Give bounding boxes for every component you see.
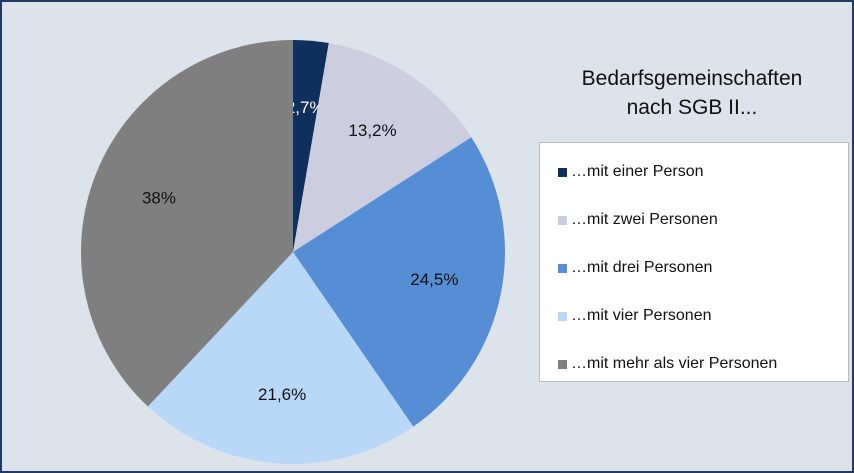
- legend-key: [558, 359, 567, 369]
- legend-label: …mit zwei Personen: [571, 211, 718, 228]
- legend-key: [558, 311, 567, 321]
- data-label: 13,2%: [348, 121, 396, 140]
- data-label: 24,5%: [410, 270, 458, 289]
- legend-entry: …mit zwei Personen: [558, 211, 718, 229]
- legend-label: …mit mehr als vier Personen: [571, 355, 778, 372]
- pie-slice: [293, 137, 505, 427]
- data-label: 38%: [142, 188, 176, 207]
- pie-slice: [293, 40, 329, 252]
- pie-slice: [147, 252, 414, 464]
- legend-label: …mit drei Personen: [571, 259, 713, 276]
- data-label: 21,6%: [258, 385, 306, 404]
- chart-title: Bedarfsgemeinschaften nach SGB II...: [581, 67, 803, 119]
- legend-label: …mit einer Person: [571, 163, 704, 180]
- pie-slice: [293, 43, 472, 252]
- legend: …mit einer Person …mit zwei Personen …mit …: [539, 142, 849, 382]
- legend-key: [558, 263, 567, 273]
- pie-slice: [81, 40, 294, 407]
- legend-entry: …mit mehr als vier Personen: [558, 355, 777, 373]
- legend-entry: …mit einer Person: [558, 163, 704, 181]
- legend-key: [558, 167, 567, 177]
- legend-key: [558, 215, 567, 225]
- legend-entry: …mit drei Personen: [558, 259, 712, 277]
- data-label: 2,7%: [286, 98, 325, 117]
- legend-entry: …mit vier Personen: [558, 307, 712, 325]
- legend-label: …mit vier Personen: [571, 307, 712, 324]
